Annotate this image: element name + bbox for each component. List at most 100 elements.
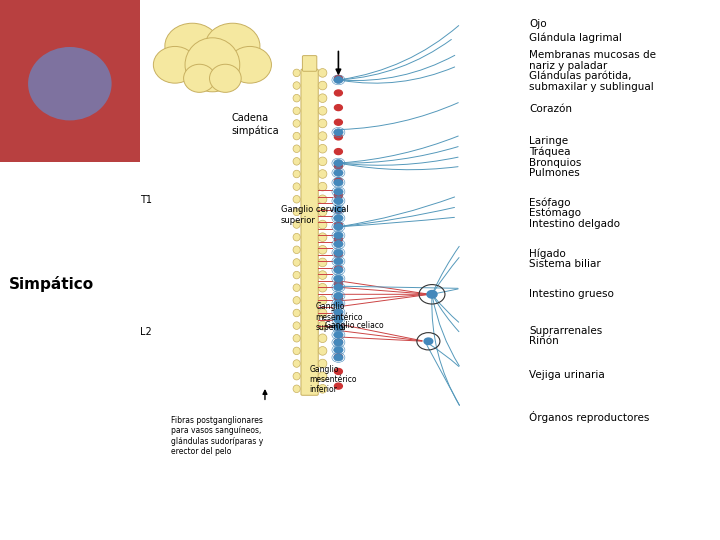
Text: Ojo: Ojo xyxy=(529,19,546,29)
Ellipse shape xyxy=(293,183,300,191)
Ellipse shape xyxy=(318,207,327,216)
Ellipse shape xyxy=(318,372,327,381)
Circle shape xyxy=(333,339,343,346)
Ellipse shape xyxy=(293,158,300,165)
Text: Laringe: Laringe xyxy=(529,136,568,146)
Circle shape xyxy=(424,338,433,345)
Text: Glándula lagrimal: Glándula lagrimal xyxy=(529,32,622,43)
Circle shape xyxy=(334,90,343,96)
Ellipse shape xyxy=(205,23,260,69)
Ellipse shape xyxy=(318,334,327,342)
Circle shape xyxy=(333,323,343,330)
Circle shape xyxy=(334,75,343,82)
Ellipse shape xyxy=(293,94,300,102)
Circle shape xyxy=(334,222,343,228)
Text: Estómago: Estómago xyxy=(529,208,581,218)
Circle shape xyxy=(333,160,343,166)
Ellipse shape xyxy=(293,373,300,380)
Ellipse shape xyxy=(293,271,300,279)
Ellipse shape xyxy=(318,258,327,267)
Circle shape xyxy=(334,119,343,125)
Text: Corazón: Corazón xyxy=(529,104,572,114)
Ellipse shape xyxy=(318,195,327,204)
Ellipse shape xyxy=(318,81,327,90)
Circle shape xyxy=(333,292,343,299)
Circle shape xyxy=(333,249,343,256)
Text: Tráquea: Tráquea xyxy=(529,147,571,157)
Circle shape xyxy=(334,310,343,316)
Circle shape xyxy=(333,309,343,315)
Ellipse shape xyxy=(318,119,327,128)
Ellipse shape xyxy=(293,120,300,127)
Circle shape xyxy=(334,193,343,199)
Ellipse shape xyxy=(318,157,327,166)
Circle shape xyxy=(333,206,343,213)
Text: Bronquios: Bronquios xyxy=(529,158,582,168)
Circle shape xyxy=(333,267,343,273)
Ellipse shape xyxy=(318,233,327,241)
Circle shape xyxy=(333,232,343,239)
Circle shape xyxy=(334,325,343,330)
Text: Glándulas parótida,
submaxilar y sublingual: Glándulas parótida, submaxilar y subling… xyxy=(529,70,654,92)
Text: Ganglio celiaco: Ganglio celiaco xyxy=(325,321,384,330)
Circle shape xyxy=(333,215,343,222)
Text: Intestino delgado: Intestino delgado xyxy=(529,219,620,229)
Circle shape xyxy=(334,354,343,360)
Text: Órganos reproductores: Órganos reproductores xyxy=(529,411,649,423)
Circle shape xyxy=(333,76,343,84)
Ellipse shape xyxy=(293,284,300,292)
Ellipse shape xyxy=(293,132,300,140)
Ellipse shape xyxy=(318,183,327,191)
Text: Intestino grueso: Intestino grueso xyxy=(529,289,614,299)
Circle shape xyxy=(333,169,343,176)
Ellipse shape xyxy=(318,106,327,115)
Ellipse shape xyxy=(318,220,327,229)
Ellipse shape xyxy=(318,69,327,77)
Text: Fibras postganglionares
para vasos sanguíneos,
glándulas sudoríparas y
erector d: Fibras postganglionares para vasos sangu… xyxy=(171,416,264,456)
Circle shape xyxy=(334,207,343,213)
Circle shape xyxy=(334,251,343,257)
Circle shape xyxy=(334,237,343,242)
Text: Riñón: Riñón xyxy=(529,336,559,347)
Ellipse shape xyxy=(318,384,327,393)
Ellipse shape xyxy=(28,47,112,120)
Ellipse shape xyxy=(293,82,300,89)
Circle shape xyxy=(333,354,343,361)
Ellipse shape xyxy=(293,246,300,254)
Ellipse shape xyxy=(318,271,327,279)
Circle shape xyxy=(333,332,343,338)
Circle shape xyxy=(334,295,343,301)
Ellipse shape xyxy=(210,64,241,92)
Text: Vejiga urinaria: Vejiga urinaria xyxy=(529,370,605,380)
Text: Pulmones: Pulmones xyxy=(529,168,580,179)
Ellipse shape xyxy=(293,360,300,367)
Ellipse shape xyxy=(293,170,300,178)
Ellipse shape xyxy=(293,259,300,266)
FancyBboxPatch shape xyxy=(301,69,318,395)
Circle shape xyxy=(333,179,343,186)
Ellipse shape xyxy=(153,46,197,83)
Ellipse shape xyxy=(165,23,220,69)
Ellipse shape xyxy=(293,233,300,241)
Text: Ganglio
mesentérico
superior: Ganglio mesentérico superior xyxy=(315,302,363,332)
Ellipse shape xyxy=(293,334,300,342)
Text: Ganglio
mesentérico
inferior: Ganglio mesentérico inferior xyxy=(310,364,357,394)
Circle shape xyxy=(333,224,343,230)
Circle shape xyxy=(333,284,343,291)
Ellipse shape xyxy=(184,64,215,92)
Ellipse shape xyxy=(318,94,327,103)
Circle shape xyxy=(334,383,343,389)
Circle shape xyxy=(333,129,343,136)
Circle shape xyxy=(427,291,437,298)
Ellipse shape xyxy=(318,170,327,178)
Circle shape xyxy=(333,316,343,323)
Text: Membranas mucosas de
nariz y paladar: Membranas mucosas de nariz y paladar xyxy=(529,50,656,71)
Ellipse shape xyxy=(318,296,327,305)
Ellipse shape xyxy=(228,46,271,83)
Circle shape xyxy=(333,197,343,204)
Ellipse shape xyxy=(318,144,327,153)
Ellipse shape xyxy=(293,309,300,317)
Ellipse shape xyxy=(293,322,300,329)
Circle shape xyxy=(333,188,343,195)
Circle shape xyxy=(334,339,343,345)
